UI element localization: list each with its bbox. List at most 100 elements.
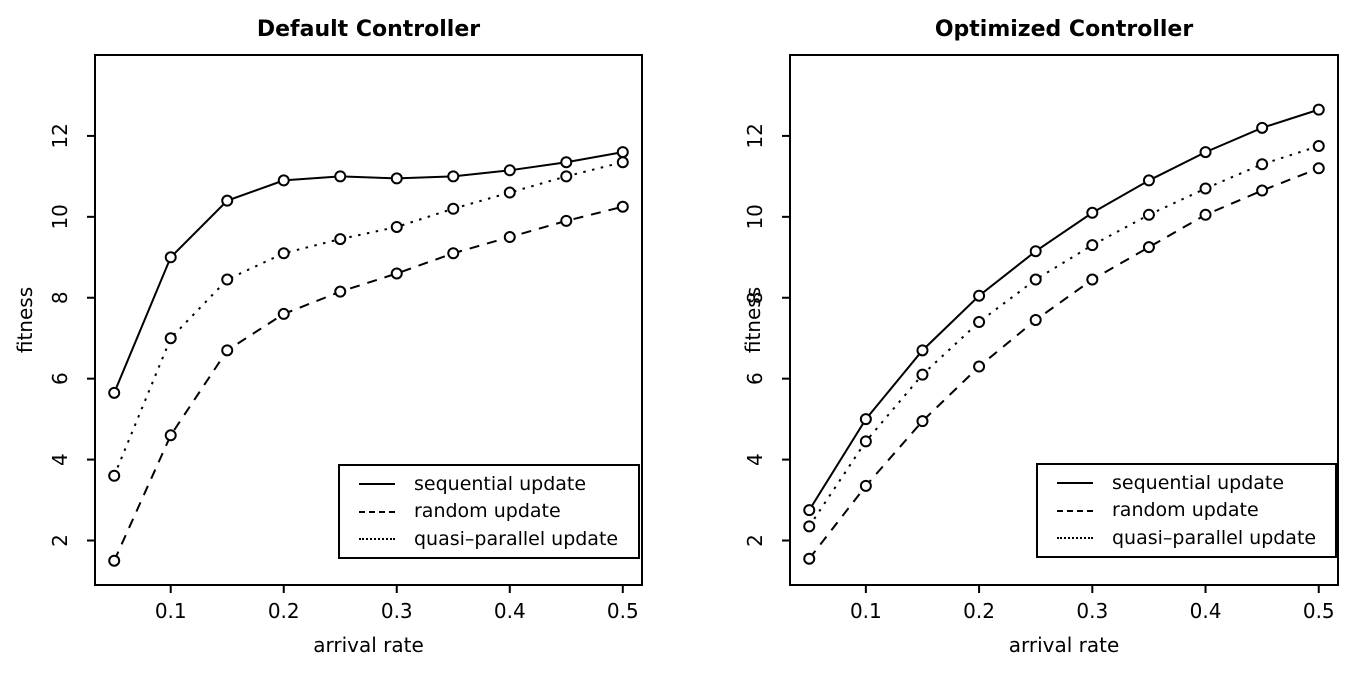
data-point-marker	[560, 214, 573, 227]
data-point-marker	[803, 552, 816, 565]
data-point-marker	[1029, 245, 1042, 258]
data-point-marker	[859, 413, 872, 426]
x-tick-label: 0.4	[1190, 599, 1222, 623]
legend-label: sequential update	[1112, 471, 1285, 494]
x-tick-label: 0.5	[1303, 599, 1335, 623]
series-line-dashed	[808, 167, 1320, 560]
data-point-marker	[859, 479, 872, 492]
dashed-line-sample-icon	[359, 510, 395, 513]
y-tick-label: 2	[48, 534, 72, 547]
data-point-marker	[164, 332, 177, 345]
y-tick-label: 4	[48, 453, 72, 466]
legend-row-random: random update	[359, 502, 638, 521]
data-point-marker	[277, 247, 290, 260]
dotted-line-sample-icon	[359, 538, 395, 540]
data-point-marker	[1142, 174, 1155, 187]
data-point-marker	[916, 344, 929, 357]
y-tick-label: 12	[48, 123, 72, 148]
data-point-marker	[1199, 182, 1212, 195]
data-point-marker	[390, 172, 403, 185]
series-line-dashed	[113, 205, 624, 562]
data-point-marker	[560, 170, 573, 183]
data-point-marker	[108, 386, 121, 399]
data-point-marker	[1142, 241, 1155, 254]
solid-line-sample-icon	[1057, 482, 1093, 484]
data-point-marker	[164, 429, 177, 442]
data-point-marker	[1086, 273, 1099, 286]
data-point-marker	[616, 156, 629, 169]
left-y-axis-label: fitness	[13, 286, 37, 354]
data-point-marker	[1256, 158, 1269, 171]
data-point-marker	[1029, 314, 1042, 326]
data-point-marker	[1142, 208, 1155, 221]
x-tick-label: 0.1	[850, 599, 882, 623]
x-tick-label: 0.1	[155, 599, 187, 623]
y-tick-label: 8	[743, 291, 767, 304]
y-tick-label: 6	[48, 372, 72, 385]
x-tick-label: 0.3	[381, 599, 413, 623]
data-point-marker	[1029, 273, 1042, 286]
data-point-marker	[1312, 103, 1325, 116]
data-point-marker	[164, 251, 177, 264]
data-point-marker	[447, 202, 460, 215]
data-point-marker	[973, 316, 986, 329]
data-point-marker	[973, 289, 986, 302]
plot-border	[789, 54, 1339, 586]
data-point-marker	[277, 174, 290, 187]
y-tick-label: 10	[48, 204, 72, 229]
data-point-marker	[108, 554, 121, 567]
data-point-marker	[334, 233, 347, 246]
data-point-marker	[503, 164, 516, 177]
data-point-marker	[334, 285, 347, 298]
data-point-marker	[560, 156, 573, 169]
y-tick-label: 4	[743, 453, 767, 466]
right-y-axis-label: fitness	[741, 286, 765, 354]
right-chart-title: Optimized Controller	[934, 17, 1194, 42]
data-point-marker	[1256, 121, 1269, 134]
data-point-marker	[1086, 239, 1099, 252]
data-point-marker	[616, 146, 629, 159]
legend-row-sequential: sequential update	[1057, 471, 1335, 494]
data-point-marker	[503, 186, 516, 199]
plot-border	[94, 54, 643, 586]
data-point-marker	[916, 368, 929, 381]
data-point-marker	[1312, 140, 1325, 153]
right-legend: sequential update random update quasi–pa…	[1036, 463, 1337, 558]
right-x-axis-label: arrival rate	[1008, 633, 1120, 657]
legend-row-quasi-parallel: quasi–parallel update	[1057, 528, 1335, 548]
data-point-marker	[108, 469, 121, 482]
left-legend: sequential update random update quasi–pa…	[338, 464, 640, 559]
data-point-marker	[1199, 146, 1212, 159]
data-point-marker	[616, 200, 629, 213]
y-tick-label: 12	[743, 123, 767, 148]
data-point-marker	[221, 194, 234, 207]
series-line-solid	[808, 108, 1320, 511]
x-tick-label: 0.2	[963, 599, 995, 623]
series-line-dotted	[113, 161, 624, 477]
data-point-marker	[1199, 208, 1212, 221]
data-point-marker	[803, 504, 816, 517]
legend-row-random: random update	[1057, 501, 1335, 520]
data-point-marker	[221, 273, 234, 286]
dotted-line-sample-icon	[1057, 537, 1093, 539]
data-point-marker	[277, 307, 290, 320]
data-point-marker	[447, 247, 460, 260]
legend-row-quasi-parallel: quasi–parallel update	[359, 529, 638, 549]
dashed-line-sample-icon	[1057, 509, 1093, 512]
x-tick-label: 0.3	[1076, 599, 1108, 623]
data-point-marker	[447, 170, 460, 183]
legend-label: random update	[1112, 499, 1259, 521]
data-point-marker	[859, 435, 872, 448]
solid-line-sample-icon	[359, 483, 395, 485]
legend-row-sequential: sequential update	[359, 472, 638, 495]
legend-label: sequential update	[414, 472, 587, 495]
x-tick-label: 0.5	[607, 599, 639, 623]
data-point-marker	[1256, 184, 1269, 197]
data-point-marker	[221, 344, 234, 357]
series-line-dotted	[808, 145, 1320, 527]
data-point-marker	[334, 170, 347, 183]
legend-label: random update	[414, 500, 561, 522]
data-point-marker	[803, 520, 816, 533]
